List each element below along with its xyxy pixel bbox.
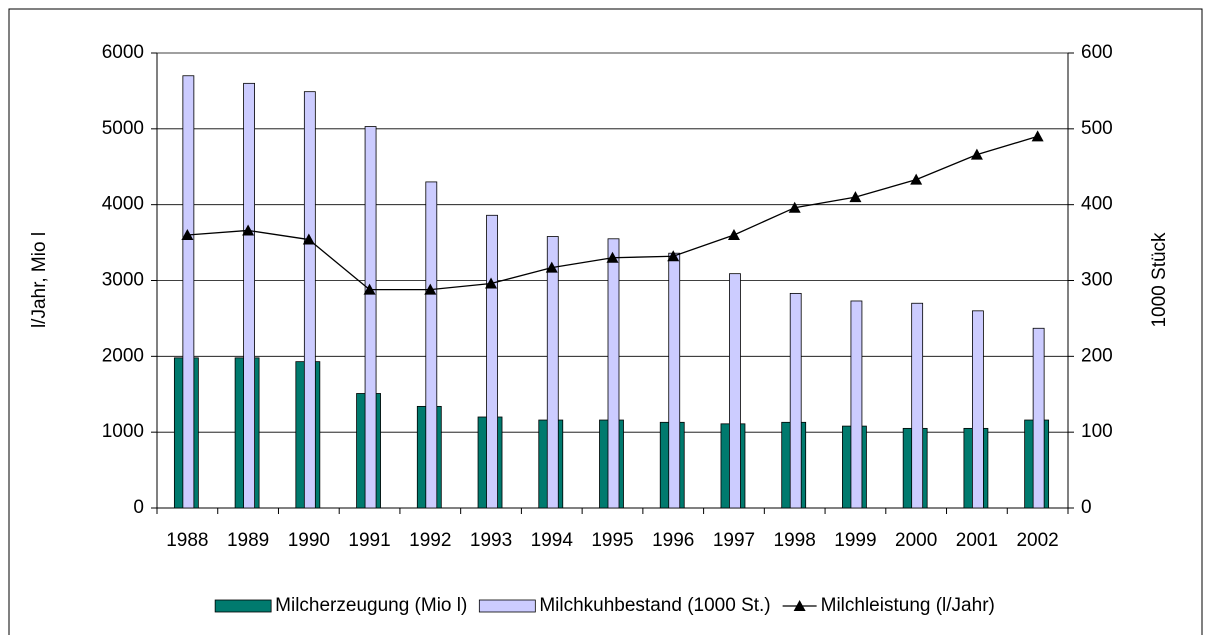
y-tick-label: 6000: [102, 42, 144, 63]
line-marker: [181, 229, 194, 240]
legend-label: Milchleistung (l/Jahr): [821, 595, 995, 616]
y2-tick-label: 300: [1081, 270, 1113, 291]
y-tick-label: 1000: [102, 421, 144, 442]
y-tick-label: 4000: [102, 194, 144, 215]
chart-frame: [8, 8, 1203, 635]
y2-tick-label: 200: [1081, 345, 1113, 366]
line-marker: [727, 229, 740, 240]
legend-swatch: [478, 599, 536, 613]
x-tick-label: 2002: [1016, 530, 1058, 551]
bar: [972, 310, 984, 509]
y-tick-label: 0: [133, 497, 144, 518]
bar: [303, 91, 316, 509]
line-marker: [667, 250, 680, 262]
bar: [668, 252, 681, 509]
line-marker: [849, 191, 862, 203]
line-marker: [424, 283, 437, 295]
x-tick-label: 1992: [409, 530, 451, 551]
x-tick-label: 1998: [774, 530, 816, 551]
y2-tick-label: 100: [1081, 421, 1113, 442]
x-tick-label: 1988: [166, 530, 208, 551]
x-tick-label: 2001: [956, 530, 998, 551]
bar: [607, 238, 620, 509]
y-tick-label: 5000: [102, 118, 144, 139]
line-marker: [485, 277, 498, 289]
line-marker: [363, 283, 376, 295]
x-tick-label: 1999: [834, 530, 876, 551]
bar: [243, 82, 256, 509]
line-marker: [910, 173, 923, 185]
bar: [486, 214, 498, 509]
legend-label: Milcherzeugung (Mio l): [275, 595, 467, 616]
legend-label: Milchkuhbestand (1000 St.): [539, 595, 770, 616]
bar: [789, 292, 802, 509]
x-tick-label: 1995: [591, 530, 633, 551]
line-marker: [242, 224, 255, 236]
y2-tick-label: 0: [1081, 497, 1092, 518]
line-marker: [302, 233, 315, 245]
line-marker: [545, 261, 558, 273]
y2-axis-title: 1000 Stück: [1149, 232, 1170, 328]
line-marker: [788, 201, 801, 213]
x-tick-label: 1989: [227, 530, 269, 551]
x-tick-label: 1993: [470, 530, 512, 551]
bar: [425, 181, 438, 509]
bar: [1032, 327, 1045, 509]
y-axis-title: l/Jahr, Mio l: [29, 232, 50, 328]
bar: [850, 300, 863, 509]
y-tick-label: 2000: [102, 345, 144, 366]
x-tick-label: 1991: [348, 530, 390, 551]
bar: [911, 302, 924, 509]
bar: [729, 273, 741, 509]
x-tick-label: 1990: [288, 530, 330, 551]
x-tick-label: 2000: [895, 530, 937, 551]
bar: [364, 126, 377, 509]
line-marker: [606, 251, 619, 263]
x-tick-label: 1997: [713, 530, 755, 551]
line-marker: [1031, 130, 1044, 142]
y2-tick-label: 500: [1081, 118, 1113, 139]
line-marker: [970, 148, 983, 160]
bar: [546, 236, 559, 509]
y2-tick-label: 400: [1081, 194, 1113, 215]
x-tick-label: 1994: [531, 530, 574, 551]
bar: [182, 75, 195, 509]
y-tick-label: 3000: [102, 270, 144, 291]
x-tick-label: 1996: [652, 530, 694, 551]
legend-swatch: [793, 600, 806, 611]
y2-tick-label: 600: [1081, 42, 1113, 63]
legend-swatch: [214, 599, 272, 613]
